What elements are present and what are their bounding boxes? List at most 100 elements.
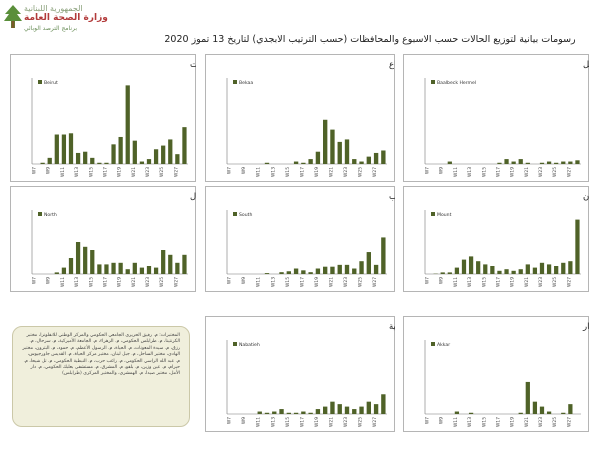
- bar-w15: [90, 250, 95, 274]
- x-tick-label: W25: [159, 167, 165, 177]
- bar-w20: [125, 269, 130, 274]
- chart-beirut: توزيع الحالات حسب الاسبوع في محافظة بيرو…: [10, 54, 196, 182]
- bar-w12: [68, 133, 74, 164]
- x-tick-label: W9: [46, 277, 52, 284]
- x-tick-label: W9: [241, 167, 247, 174]
- x-tick-label: W15: [481, 417, 487, 427]
- bar-w23: [146, 266, 152, 274]
- legend-label: Bekaa: [239, 80, 253, 86]
- x-tick-label: W11: [60, 167, 66, 177]
- bar-w22: [139, 161, 145, 164]
- bar-w25: [161, 145, 166, 164]
- bar-w28: [182, 127, 187, 164]
- x-tick-label: W21: [524, 417, 530, 427]
- chart-mount-lebanon: توزيع الحالات حسب الاسبوع في محافظة جبل …: [403, 186, 589, 292]
- bar-w24: [153, 149, 159, 164]
- x-tick-label: W17: [299, 277, 305, 287]
- chart-akkar: توزيع الحالات حسب الاسبوع في محافظة عكار…: [403, 316, 589, 432]
- bar-w13: [75, 242, 81, 274]
- bar-w26: [366, 252, 371, 274]
- bar-w24: [546, 161, 552, 164]
- chart-title: توزيع الحالات حسب الاسبوع في محافظة جبل …: [583, 192, 589, 202]
- x-tick-label: W17: [102, 277, 108, 287]
- x-tick-label: W25: [159, 277, 165, 287]
- x-tick-label: W15: [285, 277, 291, 287]
- x-tick-label: W15: [88, 277, 94, 287]
- x-tick-label: W9: [439, 277, 445, 284]
- logo-program-text: برنامج الترصد الوبائي: [24, 25, 78, 32]
- bar-w27: [373, 404, 379, 414]
- legend-label: Mount: [437, 212, 452, 218]
- bar-w22: [337, 141, 342, 164]
- bar-w9: [47, 157, 52, 164]
- bar-w21: [132, 262, 137, 274]
- bar-w24: [352, 159, 357, 164]
- bar-w18: [111, 144, 116, 164]
- bar-w17: [497, 162, 502, 164]
- chart-frame: [10, 186, 196, 292]
- x-tick-label: W23: [538, 417, 544, 427]
- legend-swatch: [431, 212, 435, 216]
- bar-w20: [518, 269, 523, 274]
- bar-w24: [546, 264, 552, 274]
- bar-w17: [301, 162, 306, 164]
- bar-w21: [330, 401, 335, 414]
- legend-swatch: [233, 212, 237, 216]
- x-tick-label: W11: [256, 167, 262, 177]
- x-tick-label: W11: [453, 277, 459, 287]
- chart-title: توزيع الحالات حسب الاسبوع في محافظة البق…: [389, 60, 395, 70]
- bar-w17: [497, 270, 502, 274]
- x-tick-label: W13: [74, 277, 80, 287]
- header-logo: الجمهورية اللبنانية وزارة الصحة العامة ب…: [0, 0, 600, 36]
- bar-w25: [359, 161, 364, 164]
- x-tick-label: W17: [495, 167, 501, 177]
- x-tick-label: W13: [270, 167, 276, 177]
- bar-w27: [568, 261, 573, 274]
- legend-label: Akkar: [437, 342, 450, 348]
- chart-frame: [403, 316, 589, 432]
- bar-w27: [373, 152, 379, 164]
- x-tick-label: W17: [495, 417, 501, 427]
- chart-baalbeck-hermel: توزيع الحالات حسب الاسبوع في محافظة بعلب…: [403, 54, 589, 182]
- bar-w20: [518, 159, 523, 164]
- legend-swatch: [38, 212, 42, 216]
- chart-title: توزيع الحالات حسب الاسبوع في محافظة عكار: [582, 322, 589, 332]
- x-tick-label: W25: [552, 277, 558, 287]
- x-tick-label: W27: [372, 417, 378, 427]
- x-tick-label: W23: [145, 277, 151, 287]
- bar-w23: [539, 162, 545, 164]
- x-tick-label: W19: [314, 277, 320, 287]
- bar-w23: [344, 139, 350, 164]
- chart-frame: [205, 186, 395, 292]
- legend-swatch: [233, 342, 237, 346]
- bar-w16: [293, 268, 299, 274]
- bar-w22: [532, 401, 538, 414]
- x-tick-label: W13: [467, 167, 473, 177]
- x-tick-label: W15: [88, 167, 94, 177]
- bar-w16: [97, 264, 102, 274]
- logo-ministry-text: وزارة الصحة العامة: [24, 13, 108, 23]
- bar-w14: [83, 151, 88, 164]
- bar-w19: [511, 161, 516, 164]
- bar-w13: [468, 412, 474, 414]
- x-tick-label: W25: [358, 417, 364, 427]
- legend-label: North: [44, 212, 57, 218]
- bar-w15: [286, 271, 291, 274]
- bar-w23: [539, 262, 545, 274]
- bar-w25: [554, 162, 559, 164]
- bar-w27: [568, 404, 573, 414]
- bar-w24: [153, 267, 159, 274]
- x-tick-label: W17: [495, 277, 501, 287]
- bar-w14: [279, 272, 284, 274]
- bar-w21: [132, 140, 137, 164]
- bar-w19: [315, 409, 321, 414]
- x-tick-label: W21: [524, 277, 530, 287]
- chart-title: توزيع الحالات حسب الاسبوع في محافظة النب…: [389, 322, 395, 332]
- bar-w15: [483, 264, 488, 274]
- x-tick-label: W23: [145, 167, 151, 177]
- bar-w25: [359, 406, 364, 414]
- x-tick-label: W9: [241, 277, 247, 284]
- chart-title: توزيع الحالات حسب الاسبوع في محافظة الجن…: [389, 192, 395, 202]
- chart-nabatieh: توزيع الحالات حسب الاسبوع في محافظة النب…: [205, 316, 395, 432]
- bar-w18: [504, 159, 509, 164]
